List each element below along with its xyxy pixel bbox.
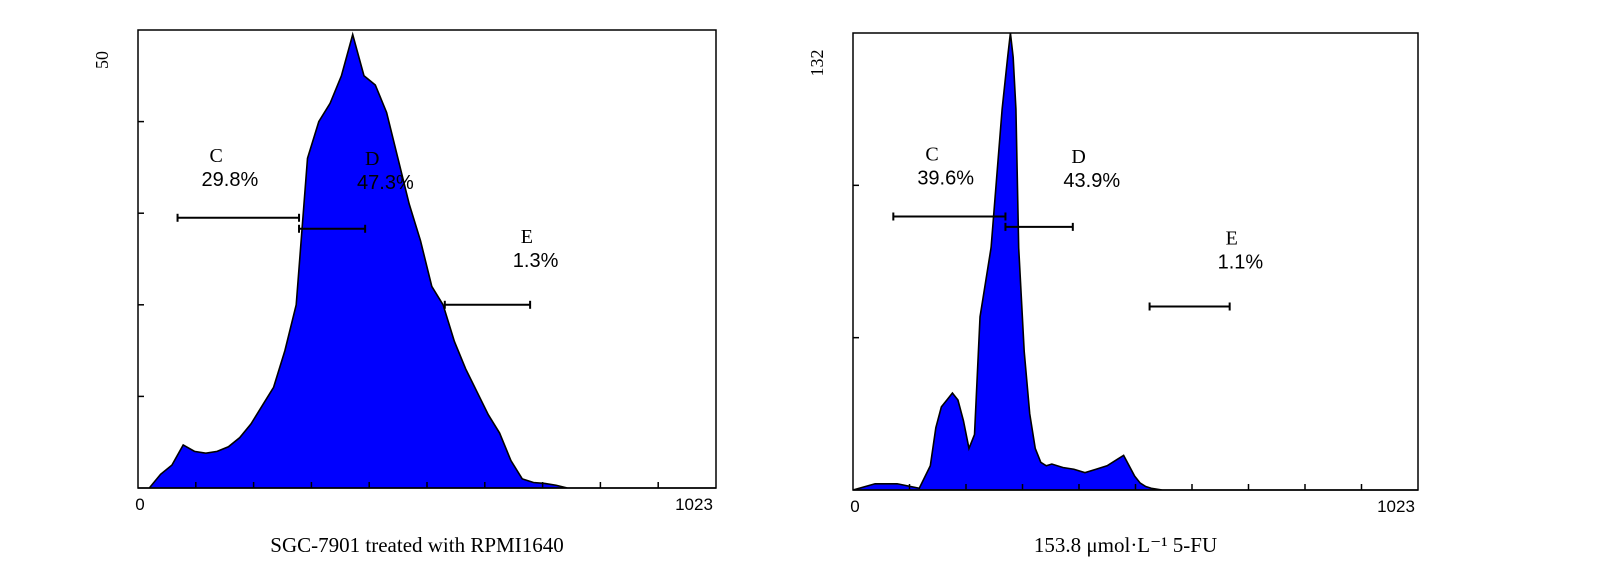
gate-marker-d: D43.9% — [1004, 146, 1120, 231]
gate-percentage: 39.6% — [917, 167, 974, 189]
gate-markers: C29.8%D47.3%E1.3% — [176, 145, 559, 309]
gate-label: C — [210, 145, 223, 167]
axis-ticks — [138, 120, 659, 488]
gate-marker-c: C29.8% — [176, 145, 301, 222]
gate-marker-d: D47.3% — [298, 148, 414, 233]
histogram-area — [138, 31, 716, 489]
gate-label: C — [925, 143, 938, 165]
y-tick-label-max: 132 — [807, 50, 827, 77]
gate-percentage: 1.3% — [513, 250, 559, 272]
gate-marker-e: E1.1% — [1148, 228, 1264, 311]
histogram-panel-rpmi1640: C29.8%D47.3%E1.3% 0 1023 50 SGC-7901 tre… — [92, 29, 717, 557]
panel-caption: 153.8 μmol·L⁻¹ 5-FU — [1034, 533, 1217, 557]
gate-percentage: 47.3% — [357, 172, 414, 194]
gate-label: D — [365, 148, 379, 170]
histogram-area — [852, 32, 1418, 491]
label-backdrop — [199, 167, 261, 192]
gate-markers: C39.6%D43.9%E1.1% — [892, 143, 1264, 311]
y-tick-label-max: 50 — [92, 51, 112, 69]
gate-percentage: 29.8% — [202, 169, 259, 191]
gate-percentage: 1.1% — [1218, 252, 1264, 274]
gate-marker-e: E1.3% — [443, 226, 559, 309]
gate-label: E — [1226, 228, 1238, 250]
axis-ticks — [853, 184, 1363, 490]
gate-marker-c: C39.6% — [892, 143, 1007, 221]
x-tick-label-max: 1023 — [1377, 497, 1415, 516]
histogram-panel-5fu: C39.6%D43.9%E1.1% 0 1023 132 153.8 μmol·… — [807, 32, 1419, 557]
x-tick-label-min: 0 — [850, 497, 859, 516]
gate-label: D — [1071, 146, 1085, 168]
gate-percentage: 43.9% — [1063, 170, 1120, 192]
panel-caption: SGC-7901 treated with RPMI1640 — [270, 533, 563, 557]
x-tick-label-min: 0 — [135, 495, 144, 514]
x-tick-label-max: 1023 — [675, 495, 713, 514]
gate-label: E — [521, 226, 533, 248]
